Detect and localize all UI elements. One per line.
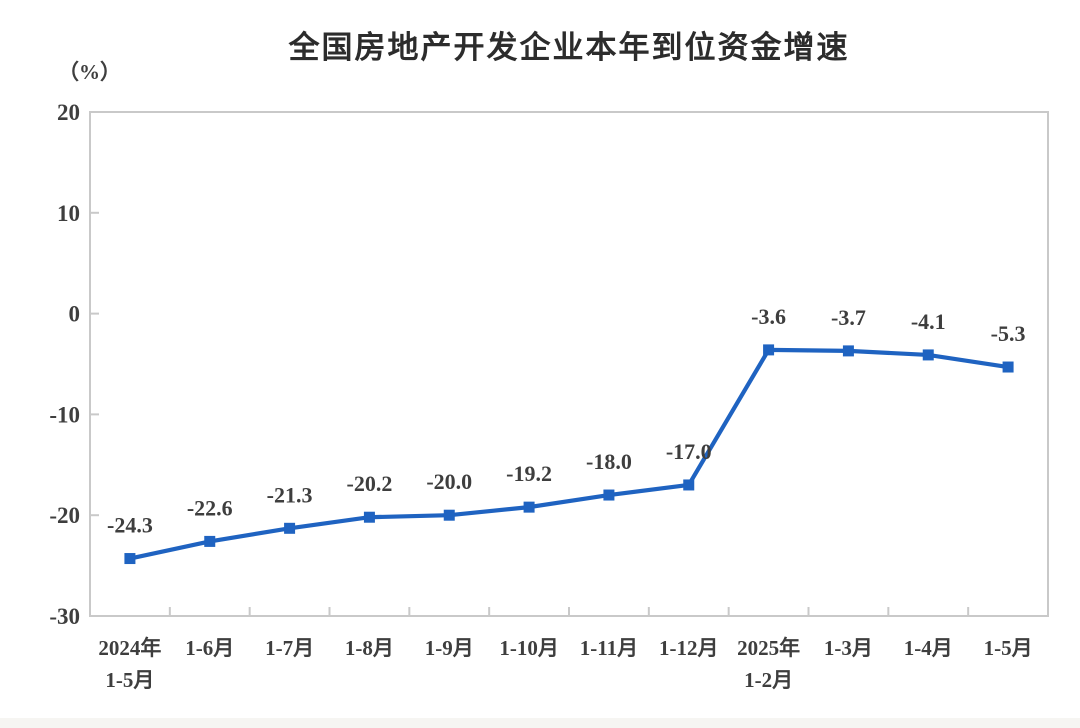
data-point-marker (842, 345, 854, 357)
x-tick-label: 1-9月 (425, 636, 474, 660)
x-tick-label: 1-5月 (984, 636, 1033, 660)
x-tick-label: 1-11月 (580, 636, 638, 660)
data-point-marker (443, 509, 455, 521)
x-tick-label: 1-12月 (659, 636, 719, 660)
x-tick-label: 1-6月 (185, 636, 234, 660)
x-tick-label: 1-3月 (824, 636, 873, 660)
data-point-label: -18.0 (586, 449, 632, 474)
data-point-label: -3.7 (831, 305, 866, 330)
x-tick-label: 1-5月 (105, 668, 154, 692)
data-point-marker (124, 553, 136, 565)
data-point-marker (922, 349, 934, 361)
y-tick-label: 20 (57, 100, 80, 125)
y-tick-label: -30 (49, 604, 80, 629)
bottom-strip (0, 718, 1080, 728)
x-tick-label: 1-4月 (904, 636, 953, 660)
data-point-label: -5.3 (991, 321, 1026, 346)
x-tick-label: 1-7月 (265, 636, 314, 660)
y-tick-label: -20 (49, 503, 80, 528)
x-tick-label: 2025年 (737, 636, 800, 660)
y-tick-label: 0 (69, 302, 81, 327)
data-point-marker (763, 344, 775, 356)
data-point-marker (603, 489, 615, 501)
data-point-label: -3.6 (751, 304, 786, 329)
data-point-marker (1002, 361, 1014, 373)
data-point-label: -20.2 (347, 471, 393, 496)
x-tick-label: 1-8月 (345, 636, 394, 660)
data-point-label: -4.1 (911, 309, 946, 334)
data-point-marker (284, 522, 296, 534)
data-point-marker (683, 479, 695, 491)
y-axis: 20 10 0 -10 -20 -30 (49, 100, 99, 629)
data-labels: -24.3 -22.6 -21.3 -20.2 -20.0 -19.2 -18.0 -17.0… (107, 304, 1025, 538)
x-tick-label: 2024年 (98, 636, 161, 660)
data-point-label: -20.0 (426, 469, 472, 494)
y-axis-unit-label: （%） (58, 60, 121, 84)
series-line-path (129, 347, 1009, 561)
data-point-label: -22.6 (187, 495, 233, 520)
data-point-label: -19.2 (506, 461, 552, 486)
x-tick-label: 1-2月 (744, 668, 793, 692)
plot-border (89, 111, 1049, 617)
y-tick-label: 10 (57, 201, 80, 226)
data-point-marker (204, 535, 216, 547)
y-tick-label: -10 (49, 402, 80, 427)
x-tick-label: 1-10月 (499, 636, 559, 660)
data-point-marker (363, 511, 375, 523)
plot-area (89, 111, 1049, 617)
series-line (124, 344, 1014, 565)
data-point-label: -17.0 (666, 439, 712, 464)
chart-title: 全国房地产开发企业本年到位资金增速 (288, 30, 850, 65)
data-point-label: -24.3 (107, 513, 153, 538)
data-point-label: -21.3 (267, 482, 313, 507)
x-axis: 2024年 1-5月 1-6月 1-7月 1-8月 1-9月 1-10月 1-11月 1-12月… (98, 607, 1033, 692)
data-point-marker (523, 501, 535, 513)
